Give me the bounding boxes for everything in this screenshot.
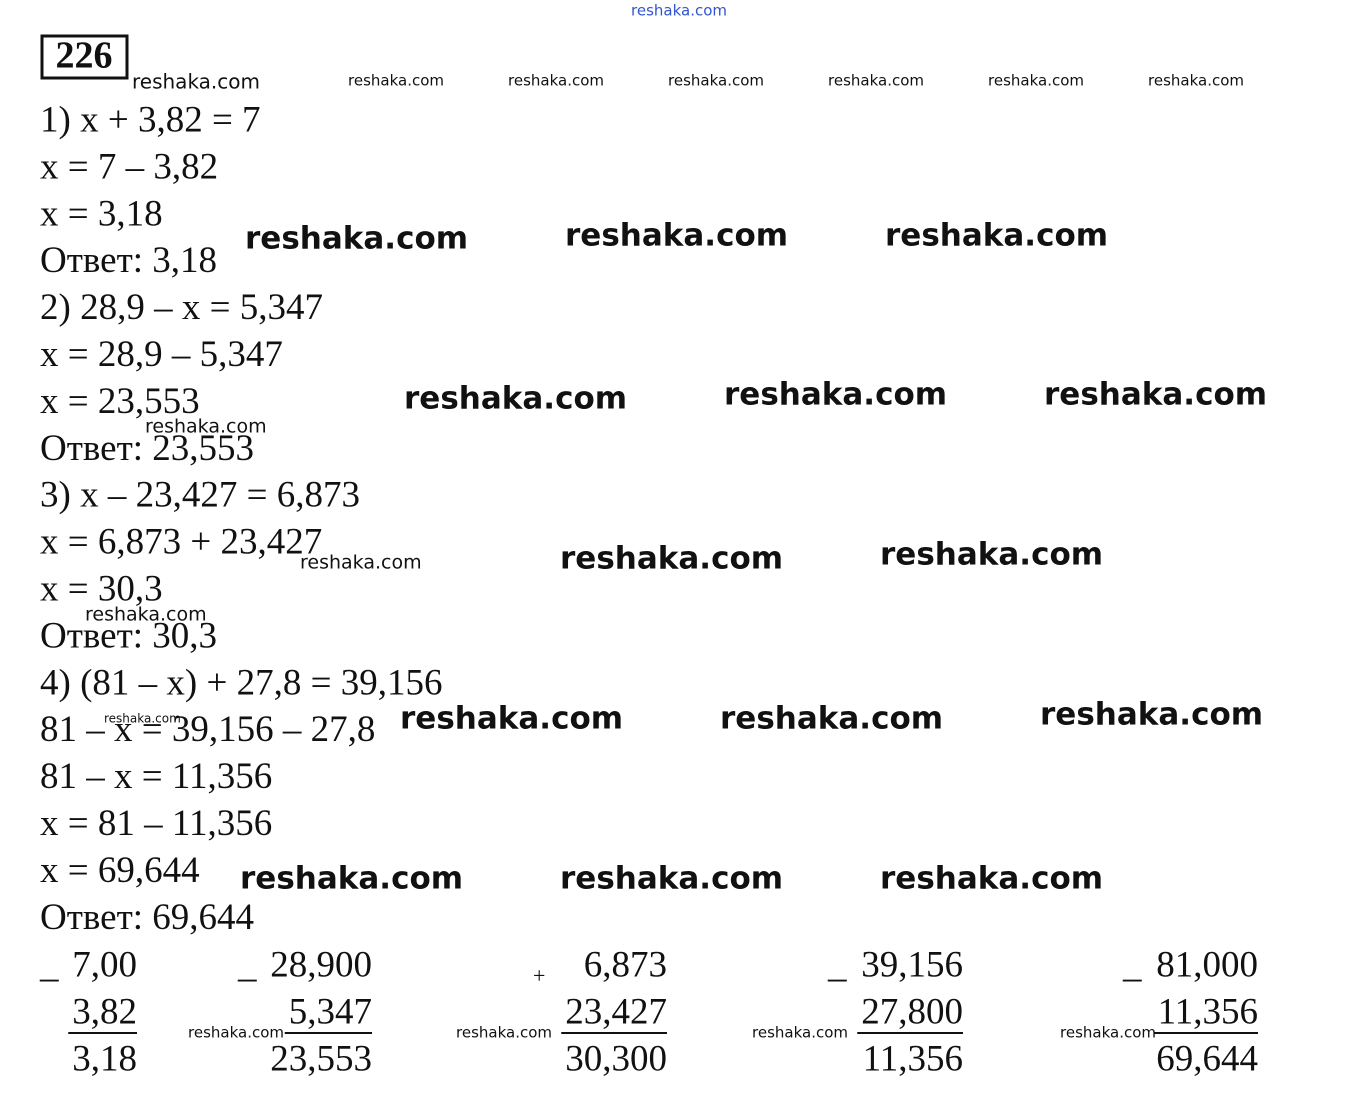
watermark: reshaka.com: [145, 416, 267, 438]
operand-top: 81,000: [1156, 944, 1258, 985]
watermark: reshaka.com: [565, 218, 788, 254]
solution-line: 3) x – 23,427 = 6,873: [40, 475, 360, 516]
watermark: reshaka.com: [560, 541, 783, 577]
watermark: reshaka.com: [720, 701, 943, 737]
result: 23,553: [270, 1038, 372, 1079]
operand-top: 6,873: [584, 944, 667, 985]
watermark: reshaka.com: [245, 221, 468, 257]
watermark: reshaka.com: [1060, 1024, 1156, 1042]
operand-top: 28,900: [270, 944, 372, 985]
watermark: reshaka.com: [988, 72, 1084, 90]
task-number: 226: [56, 35, 113, 77]
watermark: reshaka.com: [885, 218, 1108, 254]
watermark: reshaka.com: [1040, 697, 1263, 733]
watermark: reshaka.com: [1044, 377, 1267, 413]
result: 11,356: [863, 1038, 963, 1079]
solution-line: x = 23,553: [40, 381, 200, 422]
solution-line: Ответ: 30,3: [40, 615, 217, 656]
result: 69,644: [1156, 1038, 1258, 1079]
solution-line: x = 69,644: [40, 850, 200, 891]
solution-line: 2) 28,9 – x = 5,347: [40, 287, 323, 328]
operand-top: 7,00: [72, 944, 137, 985]
operator: _: [39, 944, 59, 985]
site-link: reshaka.com: [631, 2, 727, 20]
solution-line: x = 30,3: [40, 568, 163, 609]
solution-line: 81 – x = 11,356: [40, 756, 272, 797]
operand-top: 39,156: [861, 944, 963, 985]
operand-bottom: 23,427: [565, 991, 667, 1032]
solution-line: Ответ: 69,644: [40, 897, 254, 938]
solution-line: x = 7 – 3,82: [40, 146, 218, 187]
watermark: reshaka.com: [880, 537, 1103, 573]
watermark: reshaka.com: [400, 701, 623, 737]
result: 3,18: [72, 1038, 137, 1079]
watermark: reshaka.com: [828, 72, 924, 90]
watermark: reshaka.com: [104, 712, 181, 726]
watermark: reshaka.com: [1148, 72, 1244, 90]
watermark: reshaka.com: [560, 861, 783, 897]
number-box: [40, 34, 129, 80]
operator: _: [827, 944, 847, 985]
watermark: reshaka.com: [880, 861, 1103, 897]
operator: +: [533, 963, 545, 988]
operand-bottom: 3,82: [72, 991, 137, 1032]
watermark: reshaka.com: [132, 70, 260, 94]
operator: _: [1122, 944, 1142, 985]
watermark: reshaka.com: [508, 72, 604, 90]
operand-bottom: 5,347: [289, 991, 372, 1032]
solution-line: Ответ: 3,18: [40, 240, 217, 281]
solution-line: x = 6,873 + 23,427: [40, 522, 322, 563]
operator: _: [237, 944, 257, 985]
result: 30,300: [565, 1038, 667, 1079]
watermark: reshaka.com: [85, 604, 207, 626]
solution-line: 1) x + 3,82 = 7: [40, 99, 261, 140]
operand-bottom: 11,356: [1158, 991, 1258, 1032]
solution-line: x = 3,18: [40, 193, 163, 234]
operand-bottom: 27,800: [861, 991, 963, 1032]
watermark: reshaka.com: [404, 381, 627, 417]
watermark: reshaka.com: [240, 861, 463, 897]
solution-line: Ответ: 23,553: [40, 428, 254, 469]
solution-line: x = 28,9 – 5,347: [40, 334, 283, 375]
solution-line: x = 81 – 11,356: [40, 803, 272, 844]
solution-line: 81 – x = 39,156 – 27,8: [40, 709, 375, 750]
watermark: reshaka.com: [668, 72, 764, 90]
watermark: reshaka.com: [724, 377, 947, 413]
watermark: reshaka.com: [300, 552, 422, 574]
watermark: reshaka.com: [752, 1024, 848, 1042]
watermark: reshaka.com: [456, 1024, 552, 1042]
solution-line: 4) (81 – x) + 27,8 = 39,156: [40, 662, 442, 703]
watermark: reshaka.com: [348, 72, 444, 90]
watermark: reshaka.com: [188, 1024, 284, 1042]
